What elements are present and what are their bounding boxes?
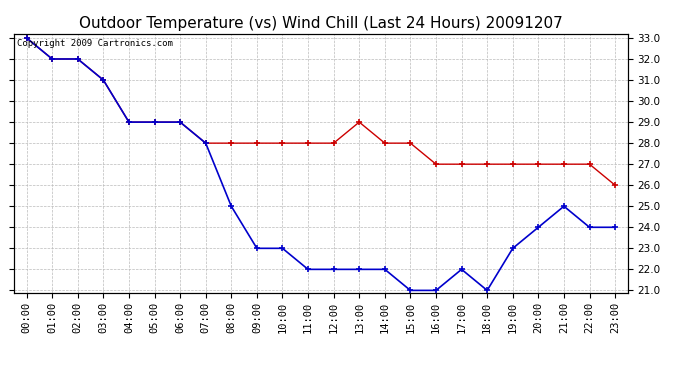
Text: Copyright 2009 Cartronics.com: Copyright 2009 Cartronics.com <box>17 39 172 48</box>
Title: Outdoor Temperature (vs) Wind Chill (Last 24 Hours) 20091207: Outdoor Temperature (vs) Wind Chill (Las… <box>79 16 563 31</box>
